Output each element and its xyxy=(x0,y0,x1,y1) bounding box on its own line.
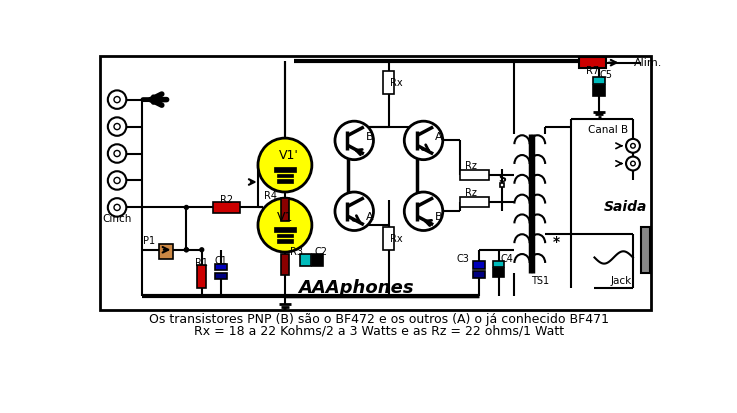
Bar xyxy=(383,71,394,94)
Circle shape xyxy=(114,150,120,157)
Text: C3: C3 xyxy=(457,254,469,264)
Text: R2: R2 xyxy=(220,195,233,205)
Text: *: * xyxy=(553,235,559,249)
Text: R3: R3 xyxy=(290,247,304,257)
Text: Rx: Rx xyxy=(391,234,403,244)
Text: Rx: Rx xyxy=(391,78,403,88)
Bar xyxy=(301,254,311,266)
Bar xyxy=(460,197,489,207)
Text: Canal B: Canal B xyxy=(588,126,629,135)
Bar xyxy=(197,265,206,288)
Bar xyxy=(593,85,605,96)
Circle shape xyxy=(184,248,188,252)
Text: Rz: Rz xyxy=(465,161,477,171)
Bar xyxy=(277,239,293,243)
Circle shape xyxy=(258,198,312,252)
Bar xyxy=(100,56,652,310)
Circle shape xyxy=(335,121,374,160)
Circle shape xyxy=(184,248,188,252)
Bar xyxy=(215,263,227,270)
Text: C2: C2 xyxy=(315,247,328,257)
Text: B: B xyxy=(435,212,443,223)
Bar xyxy=(473,261,485,269)
Circle shape xyxy=(258,138,312,192)
Bar xyxy=(500,183,504,188)
Circle shape xyxy=(114,123,120,130)
Circle shape xyxy=(631,143,635,148)
Circle shape xyxy=(108,198,126,217)
Bar xyxy=(312,254,323,266)
Circle shape xyxy=(108,90,126,109)
Circle shape xyxy=(631,161,635,166)
Circle shape xyxy=(108,171,126,190)
Bar xyxy=(383,227,394,250)
Circle shape xyxy=(108,117,126,136)
Text: Cinch: Cinch xyxy=(102,214,132,224)
Bar xyxy=(277,179,293,183)
Bar xyxy=(159,244,173,259)
Bar xyxy=(473,271,485,278)
Text: R1: R1 xyxy=(195,258,209,268)
Text: V1': V1' xyxy=(279,150,298,162)
Circle shape xyxy=(108,144,126,163)
Text: R4: R4 xyxy=(265,191,277,201)
Text: Rz: Rz xyxy=(465,188,477,198)
Circle shape xyxy=(114,204,120,211)
Text: Jack: Jack xyxy=(611,275,632,285)
Bar xyxy=(274,166,296,172)
Circle shape xyxy=(335,192,374,230)
Bar xyxy=(277,173,293,177)
Circle shape xyxy=(184,206,188,209)
Text: C1: C1 xyxy=(214,256,228,266)
Bar xyxy=(281,254,289,275)
Circle shape xyxy=(114,177,120,183)
Bar xyxy=(215,273,227,279)
Bar xyxy=(579,57,606,68)
Text: R7: R7 xyxy=(587,66,599,76)
Text: C4: C4 xyxy=(500,254,513,264)
Circle shape xyxy=(405,121,443,160)
Bar xyxy=(493,261,503,268)
Circle shape xyxy=(626,139,640,153)
Bar xyxy=(281,198,289,221)
Text: S: S xyxy=(498,174,506,184)
Text: A: A xyxy=(435,132,443,142)
Circle shape xyxy=(114,97,120,103)
Bar xyxy=(277,234,293,237)
Text: C5: C5 xyxy=(599,70,612,80)
Text: Rx = 18 a 22 Kohms/2 a 3 Watts e as Rz = 22 ohms/1 Watt: Rx = 18 a 22 Kohms/2 a 3 Watts e as Rz =… xyxy=(194,325,564,338)
Text: AAAphones: AAAphones xyxy=(298,279,413,297)
Bar xyxy=(274,227,296,232)
Bar xyxy=(213,202,240,213)
Text: Saida: Saida xyxy=(604,200,647,214)
Circle shape xyxy=(200,248,203,252)
Bar xyxy=(593,76,605,84)
Bar xyxy=(460,170,489,180)
Bar xyxy=(640,227,650,273)
Bar xyxy=(493,268,503,278)
Text: B: B xyxy=(366,132,374,142)
Circle shape xyxy=(405,192,443,230)
Text: A: A xyxy=(366,212,374,223)
Text: V1: V1 xyxy=(276,211,293,224)
Text: P1: P1 xyxy=(143,235,155,245)
Text: Os transistores PNP (B) são o BF472 e os outros (A) o já conhecido BF471: Os transistores PNP (B) são o BF472 e os… xyxy=(149,313,609,325)
Text: TS1: TS1 xyxy=(531,275,550,285)
Circle shape xyxy=(626,157,640,171)
Text: Alim.: Alim. xyxy=(634,58,663,68)
